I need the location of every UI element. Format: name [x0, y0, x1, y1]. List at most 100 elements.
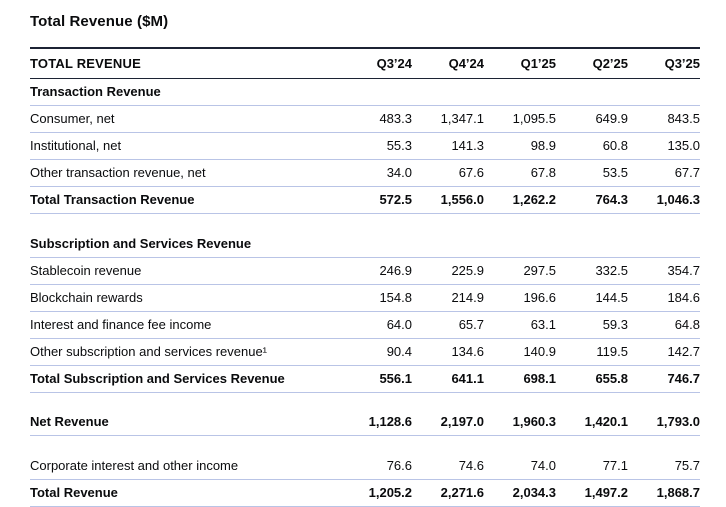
cell-value: 135.0 — [628, 132, 700, 160]
row-label: Interest and finance fee income — [30, 311, 340, 339]
cell-value: 246.9 — [340, 257, 412, 285]
cell-value: 141.3 — [412, 132, 484, 160]
cell-value: 1,095.5 — [484, 105, 556, 133]
table-row-institutional-net: Institutional, net 55.3 141.3 98.9 60.8 … — [30, 132, 700, 160]
cell-value: 34.0 — [340, 159, 412, 187]
cell-value: 74.6 — [412, 452, 484, 480]
cell-value: 75.7 — [628, 452, 700, 480]
cell-empty — [412, 230, 484, 258]
column-header-q4-24: Q4’24 — [412, 47, 484, 79]
spacer-row — [30, 392, 700, 409]
cell-value: 64.0 — [340, 311, 412, 339]
cell-empty — [556, 78, 628, 106]
total-revenue-table: TOTAL REVENUE Q3’24 Q4’24 Q1’25 Q2’25 Q3… — [30, 47, 700, 507]
cell-value: 1,262.2 — [484, 186, 556, 214]
cell-value: 142.7 — [628, 338, 700, 366]
cell-value: 64.8 — [628, 311, 700, 339]
cell-value: 67.6 — [412, 159, 484, 187]
table-body: Transaction Revenue Consumer, net 483.3 … — [30, 78, 700, 507]
cell-value: 2,034.3 — [484, 479, 556, 507]
cell-value: 1,046.3 — [628, 186, 700, 214]
column-header-q3-24: Q3’24 — [340, 47, 412, 79]
spacer-row — [30, 214, 700, 231]
cell-value: 65.7 — [412, 311, 484, 339]
cell-value: 556.1 — [340, 365, 412, 393]
cell-value: 1,793.0 — [628, 409, 700, 436]
cell-value: 225.9 — [412, 257, 484, 285]
table-row-blockchain-rewards: Blockchain rewards 154.8 214.9 196.6 144… — [30, 284, 700, 312]
column-header-q3-25: Q3’25 — [628, 47, 700, 79]
cell-value: 67.7 — [628, 159, 700, 187]
cell-value: 196.6 — [484, 284, 556, 312]
row-label: Net Revenue — [30, 409, 340, 436]
cell-value: 53.5 — [556, 159, 628, 187]
table-row-section-transaction-revenue: Transaction Revenue — [30, 78, 700, 106]
cell-value: 764.3 — [556, 186, 628, 214]
table-row-total-revenue: Total Revenue 1,205.2 2,271.6 2,034.3 1,… — [30, 479, 700, 507]
header-label: TOTAL REVENUE — [30, 47, 340, 79]
cell-value: 1,347.1 — [412, 105, 484, 133]
cell-empty — [412, 78, 484, 106]
row-label: Total Subscription and Services Revenue — [30, 365, 340, 393]
cell-value: 154.8 — [340, 284, 412, 312]
cell-value: 655.8 — [556, 365, 628, 393]
cell-empty — [556, 230, 628, 258]
row-label: Stablecoin revenue — [30, 257, 340, 285]
cell-value: 843.5 — [628, 105, 700, 133]
cell-value: 119.5 — [556, 338, 628, 366]
cell-value: 63.1 — [484, 311, 556, 339]
cell-value: 98.9 — [484, 132, 556, 160]
cell-value: 59.3 — [556, 311, 628, 339]
column-header-q1-25: Q1’25 — [484, 47, 556, 79]
cell-value: 67.8 — [484, 159, 556, 187]
table-row-section-subscription-services: Subscription and Services Revenue — [30, 230, 700, 258]
cell-value: 572.5 — [340, 186, 412, 214]
cell-value: 77.1 — [556, 452, 628, 480]
cell-value: 2,271.6 — [412, 479, 484, 507]
spacer-cell — [30, 392, 700, 409]
table-row-total-transaction-revenue: Total Transaction Revenue 572.5 1,556.0 … — [30, 186, 700, 214]
cell-value: 354.7 — [628, 257, 700, 285]
cell-value: 55.3 — [340, 132, 412, 160]
cell-value: 698.1 — [484, 365, 556, 393]
row-label: Institutional, net — [30, 132, 340, 160]
cell-value: 144.5 — [556, 284, 628, 312]
table-row-total-subscription-services: Total Subscription and Services Revenue … — [30, 365, 700, 393]
cell-value: 184.6 — [628, 284, 700, 312]
cell-value: 332.5 — [556, 257, 628, 285]
cell-value: 297.5 — [484, 257, 556, 285]
cell-empty — [484, 230, 556, 258]
table-row-corporate-interest-other-income: Corporate interest and other income 76.6… — [30, 452, 700, 480]
spacer-cell — [30, 436, 700, 453]
row-label: Consumer, net — [30, 105, 340, 133]
cell-value: 641.1 — [412, 365, 484, 393]
cell-empty — [340, 230, 412, 258]
section-label: Transaction Revenue — [30, 78, 340, 106]
table-row-net-revenue: Net Revenue 1,128.6 2,197.0 1,960.3 1,42… — [30, 409, 700, 436]
cell-value: 76.6 — [340, 452, 412, 480]
cell-value: 1,868.7 — [628, 479, 700, 507]
table-header-row: TOTAL REVENUE Q3’24 Q4’24 Q1’25 Q2’25 Q3… — [30, 47, 700, 79]
cell-value: 60.8 — [556, 132, 628, 160]
cell-value: 140.9 — [484, 338, 556, 366]
cell-value: 746.7 — [628, 365, 700, 393]
page-title: Total Revenue ($M) — [30, 13, 169, 30]
cell-value: 1,128.6 — [340, 409, 412, 436]
row-label: Total Revenue — [30, 479, 340, 507]
cell-value: 2,197.0 — [412, 409, 484, 436]
cell-value: 74.0 — [484, 452, 556, 480]
cell-value: 1,420.1 — [556, 409, 628, 436]
column-header-q2-25: Q2’25 — [556, 47, 628, 79]
row-label: Total Transaction Revenue — [30, 186, 340, 214]
row-label: Other transaction revenue, net — [30, 159, 340, 187]
table-row-interest-finance-fee-income: Interest and finance fee income 64.0 65.… — [30, 311, 700, 339]
cell-value: 1,205.2 — [340, 479, 412, 507]
cell-value: 1,960.3 — [484, 409, 556, 436]
cell-value: 214.9 — [412, 284, 484, 312]
table-row-consumer-net: Consumer, net 483.3 1,347.1 1,095.5 649.… — [30, 105, 700, 133]
spacer-cell — [30, 214, 700, 231]
table-row-stablecoin-revenue: Stablecoin revenue 246.9 225.9 297.5 332… — [30, 257, 700, 285]
row-label: Corporate interest and other income — [30, 452, 340, 480]
table-row-other-transaction-revenue: Other transaction revenue, net 34.0 67.6… — [30, 159, 700, 187]
